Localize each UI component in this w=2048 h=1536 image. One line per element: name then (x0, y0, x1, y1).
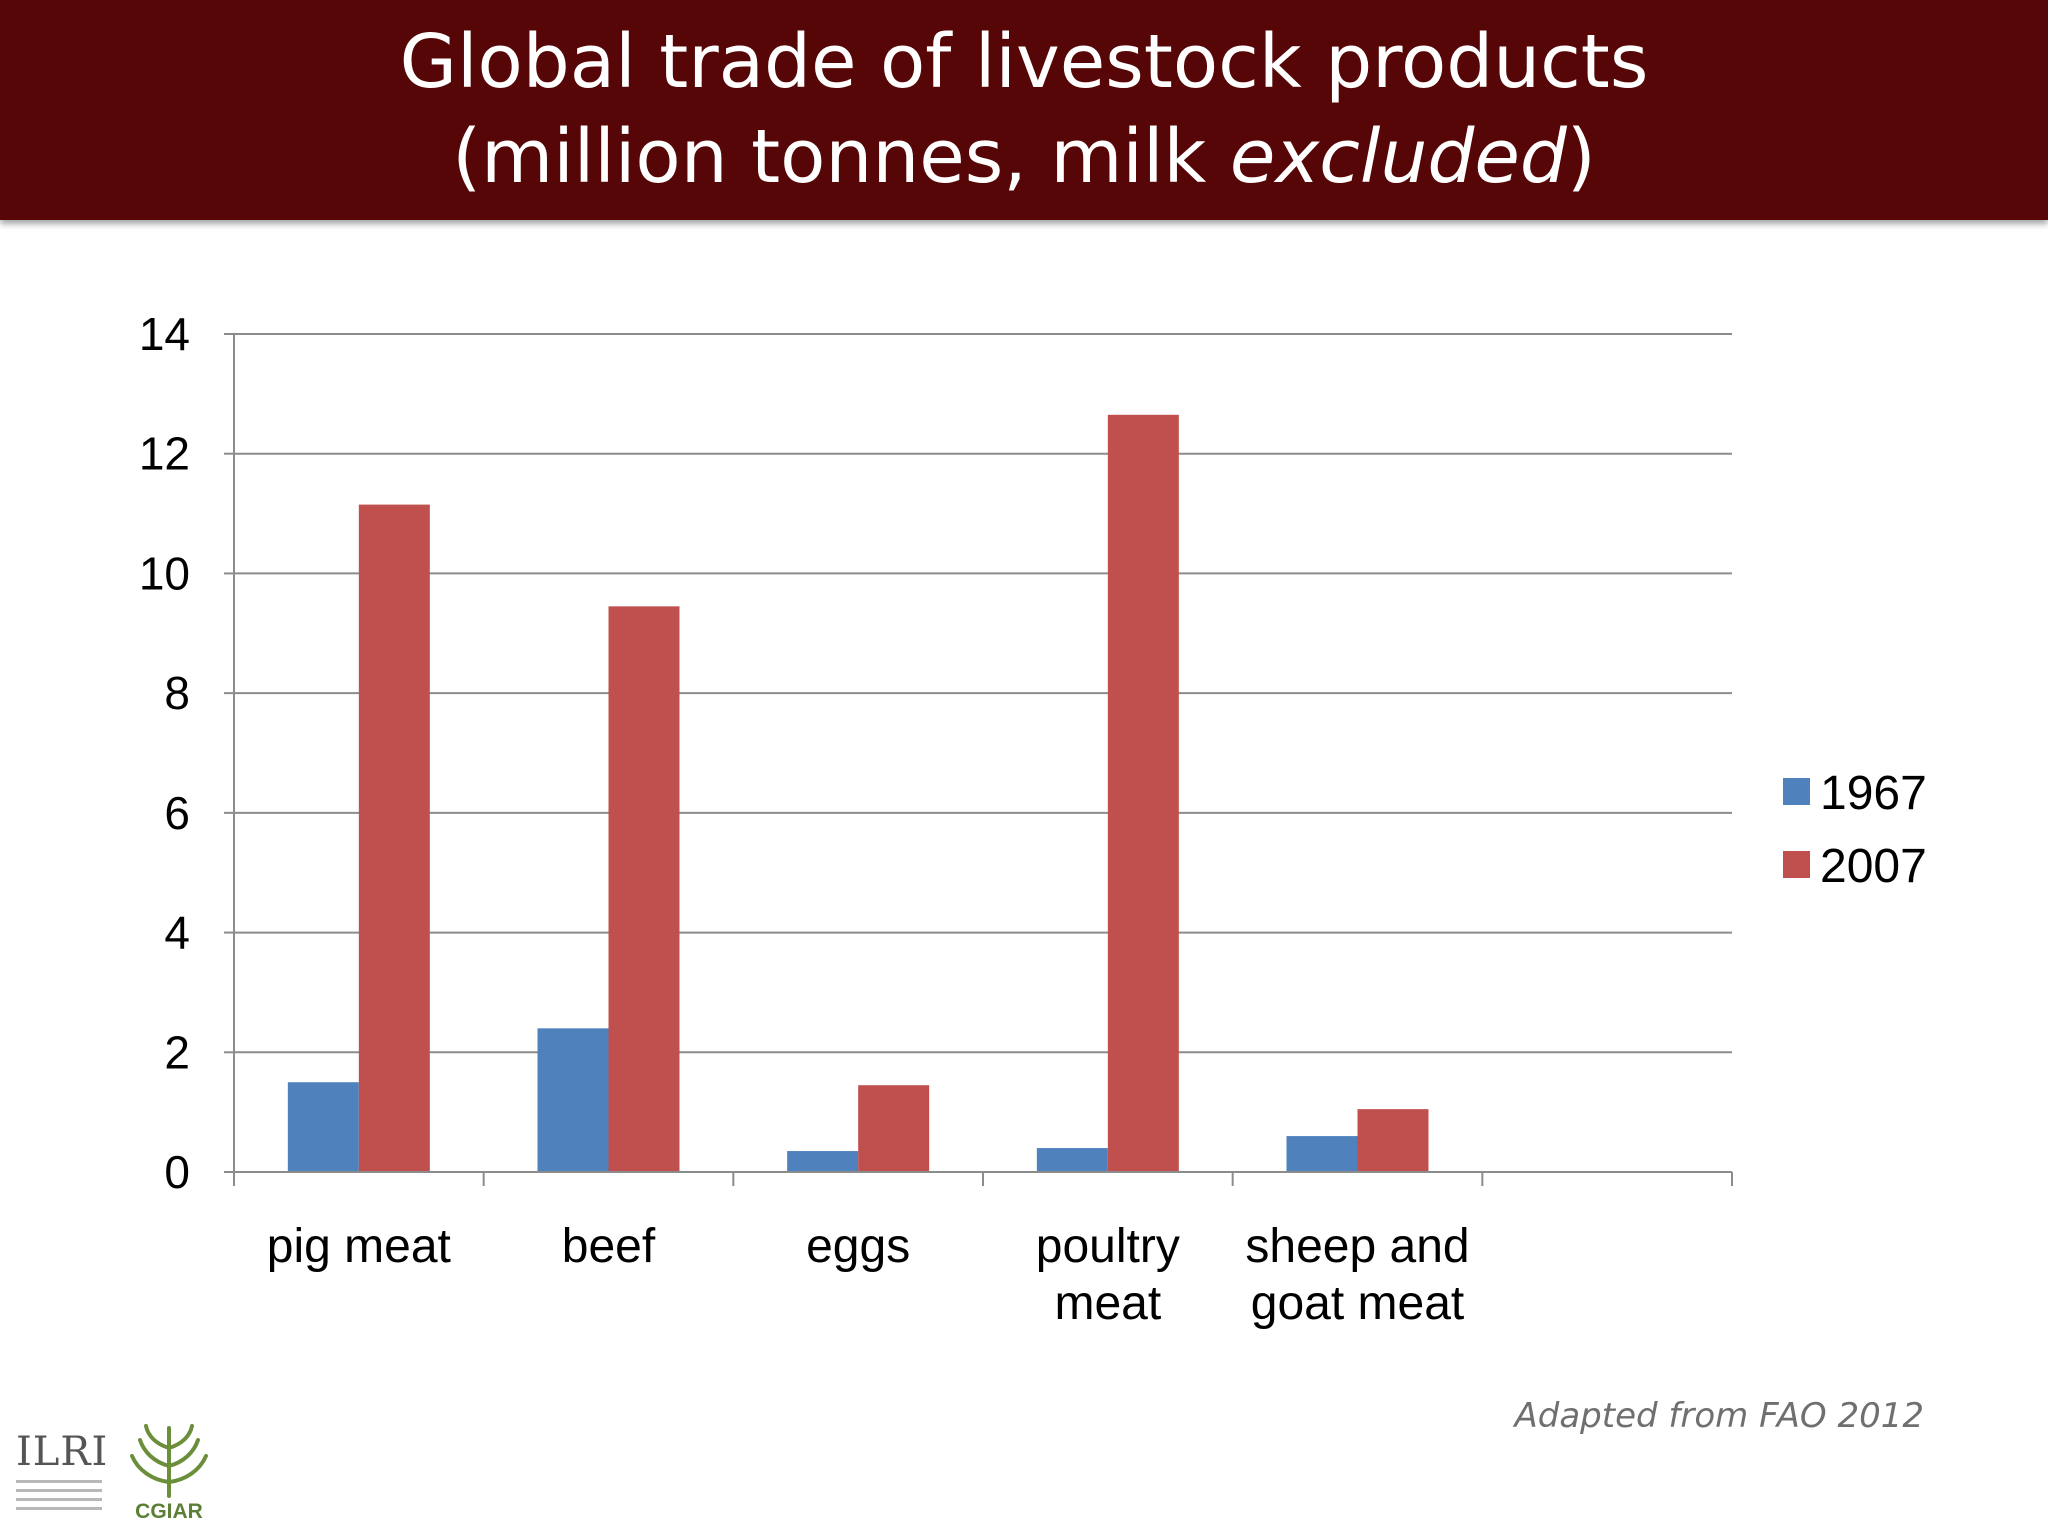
ilri-logo-text: ILRI (16, 1429, 109, 1475)
bar-2007 (608, 606, 680, 1172)
y-tick-label: 8 (164, 667, 190, 719)
legend-label-2007: 2007 (1820, 840, 1927, 893)
bar-1967 (287, 1082, 359, 1172)
bar-2007 (1357, 1109, 1429, 1172)
legend-label-1967: 1967 (1820, 767, 1927, 820)
bar-2007 (858, 1085, 930, 1172)
bar-2007 (1107, 414, 1179, 1172)
y-tick-label: 2 (164, 1026, 190, 1078)
y-tick-label: 12 (139, 428, 190, 480)
y-tick-label: 4 (164, 907, 190, 959)
bar-2007 (358, 504, 430, 1172)
y-tick-label: 10 (139, 547, 190, 599)
ilri-logo: ILRI (16, 1429, 109, 1526)
x-category-label: sheep and (1245, 1220, 1469, 1273)
x-category-label: beef (562, 1220, 656, 1273)
legend-swatch-1967 (1783, 778, 1810, 805)
subtitle-emphasis: excluded (1229, 114, 1567, 200)
subtitle-suffix: ) (1566, 114, 1596, 200)
y-tick-label: 0 (164, 1146, 190, 1198)
slide-subtitle: (million tonnes, milk excluded) (0, 112, 2048, 202)
cgiar-logo: CGIAR (126, 1418, 212, 1528)
bar-1967 (537, 1028, 609, 1172)
y-tick-label: 14 (139, 308, 190, 360)
bar-1967 (1286, 1136, 1358, 1172)
x-category-label: poultry (1036, 1220, 1180, 1273)
y-tick-label: 6 (164, 787, 190, 839)
slide-title: Global trade of livestock products (399, 19, 1649, 105)
x-category-label: pig meat (267, 1220, 451, 1273)
title-banner: Global trade of livestock products (mill… (0, 0, 2048, 220)
source-caption: Adapted from FAO 2012 (1514, 1396, 1925, 1436)
x-category-label: goat meat (1251, 1277, 1464, 1330)
cgiar-wheat-icon (130, 1424, 208, 1498)
x-category-label: meat (1054, 1277, 1161, 1330)
bar-1967 (1036, 1148, 1108, 1172)
bar-1967 (787, 1151, 859, 1172)
x-category-label: eggs (806, 1220, 910, 1273)
cgiar-logo-text: CGIAR (135, 1500, 203, 1523)
ilri-logo-subtext (16, 1480, 102, 1516)
legend-swatch-2007 (1783, 851, 1810, 878)
subtitle-prefix: (million tonnes, milk (452, 114, 1230, 200)
